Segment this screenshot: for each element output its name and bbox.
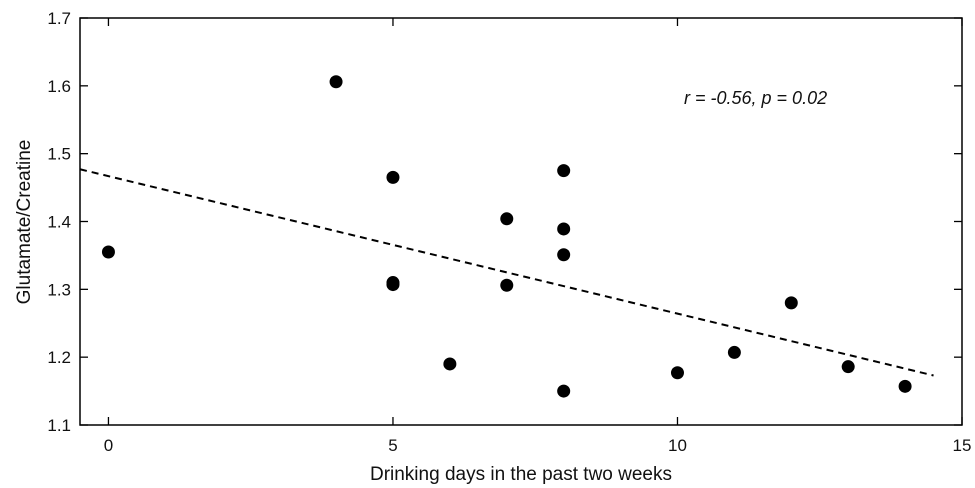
data-point (557, 384, 571, 398)
x-tick-label: 0 (104, 436, 113, 455)
x-axis-ticks: 0 5 10 15 (104, 18, 972, 455)
data-point (557, 222, 571, 236)
data-point (500, 278, 514, 292)
data-point (898, 379, 912, 393)
trendline-group (79, 168, 934, 377)
data-point (329, 75, 343, 89)
y-tick-label: 1.6 (47, 77, 71, 96)
y-axis-label: Glutamate/Creatine (14, 140, 35, 305)
y-tick-label: 1.1 (47, 416, 71, 435)
x-tick-label: 10 (668, 436, 687, 455)
x-axis-label: Drinking days in the past two weeks (370, 464, 672, 485)
data-point (386, 170, 400, 184)
data-point (784, 296, 798, 310)
data-point (841, 360, 855, 374)
y-tick-label: 1.7 (47, 9, 71, 28)
data-point (101, 245, 115, 259)
data-point (386, 278, 400, 292)
data-point (557, 248, 571, 262)
y-axis-ticks: 1.1 1.2 1.3 1.4 1.5 1.6 1.7 (47, 9, 962, 435)
data-point (557, 164, 571, 178)
x-tick-label: 5 (388, 436, 397, 455)
trendline (79, 168, 934, 377)
data-point (727, 345, 741, 359)
y-tick-label: 1.4 (47, 213, 71, 232)
data-point (500, 212, 514, 226)
y-tick-label: 1.2 (47, 348, 71, 367)
data-points (101, 75, 912, 398)
data-point (443, 357, 457, 371)
data-point (670, 366, 684, 380)
plot-frame (79, 17, 963, 426)
y-tick-label: 1.3 (47, 280, 71, 299)
y-tick-label: 1.5 (47, 145, 71, 164)
correlation-annotation: r = -0.56, p = 0.02 (684, 88, 827, 108)
x-tick-label: 15 (953, 436, 972, 455)
